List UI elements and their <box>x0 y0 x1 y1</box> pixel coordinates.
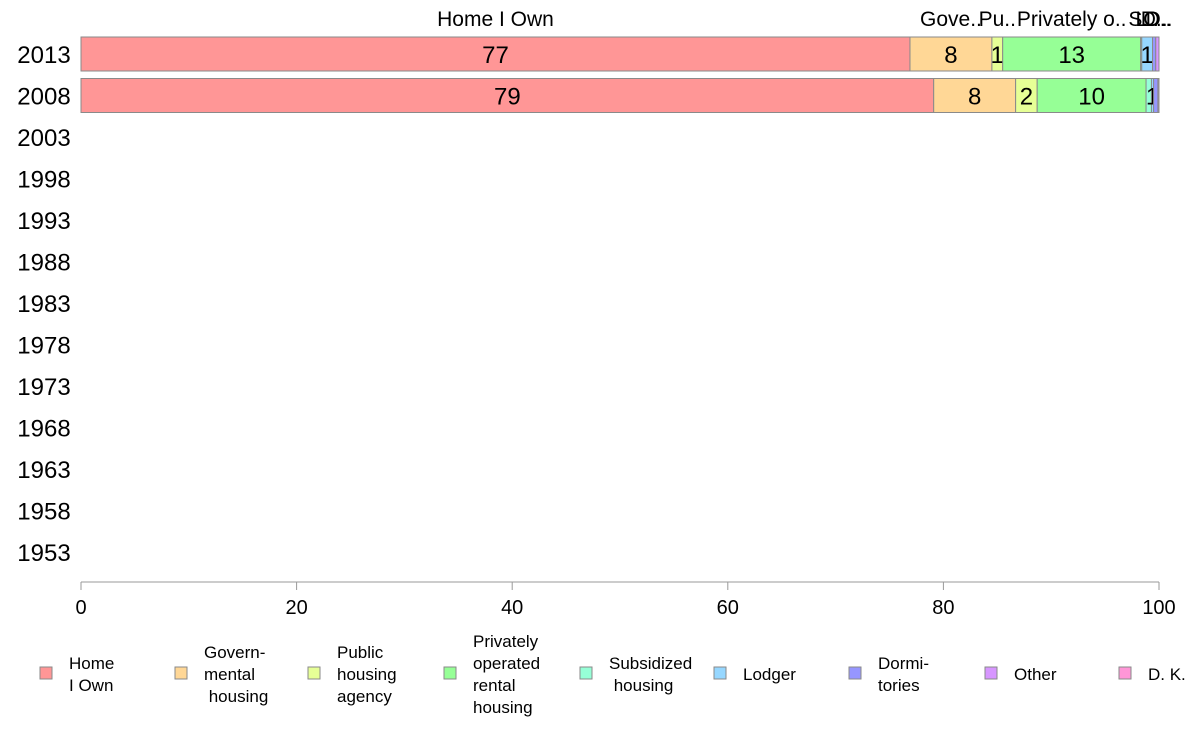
legend-swatch <box>174 666 188 680</box>
legend-label-line: D. K. <box>1148 665 1186 684</box>
x-tick-label: 100 <box>1142 597 1175 619</box>
legend-label-line: Dormi- <box>878 654 929 673</box>
bar-outline <box>80 78 1160 113</box>
year-label: 1993 <box>17 208 70 235</box>
x-tick-label: 40 <box>501 597 523 619</box>
legend-label-line: housing <box>609 676 673 695</box>
legend-swatch <box>984 666 998 680</box>
x-tick-label: 0 <box>75 597 86 619</box>
legend-swatch <box>579 666 593 680</box>
legend-label: Dormi-tories <box>878 654 929 695</box>
data-label: 77 <box>482 42 509 69</box>
legend-label-line: Lodger <box>743 665 796 684</box>
data-label: 79 <box>494 84 521 111</box>
segment-name-label: Privately o.. <box>1017 8 1127 31</box>
data-label: 10 <box>1078 84 1105 111</box>
legend-swatch <box>1118 666 1132 680</box>
legend-label: Other <box>1014 665 1057 684</box>
legend-swatch <box>39 666 53 680</box>
segment-name-label: D.. <box>1146 8 1173 31</box>
legend-label-line: Public <box>337 643 384 662</box>
segment-name-label: Gove.. <box>920 8 982 31</box>
segment-top-labels: Home I Own Gove..Pu.. Privately o.. S..L..D… <box>437 8 1172 31</box>
segment-name-label: D.. <box>1141 8 1168 31</box>
legend-label: Public housing agency <box>337 643 397 706</box>
legend-label: Privately operated rental housing <box>473 632 540 717</box>
legend-swatch <box>307 666 321 680</box>
legend-label: Subsidized housing <box>609 654 692 695</box>
year-label: 1983 <box>17 291 70 318</box>
legend-label-line: housing <box>337 665 397 684</box>
legend-label-line: agency <box>337 687 392 706</box>
year-axis-labels: 2013 2008 2003 1998 1993 1988 1983 1978 1973 1968… <box>17 42 70 567</box>
year-label: 1973 <box>17 374 70 401</box>
year-label: 2003 <box>17 125 70 152</box>
legend: Home I Own Govern-mental housing Public hous… <box>39 632 1186 717</box>
bars: 77 8 1 13 179 8 2 10 1 <box>80 36 1160 113</box>
year-label: 1953 <box>17 540 70 567</box>
legend-label: Home I Own <box>69 654 114 695</box>
legend-label-line: Govern- <box>204 643 265 662</box>
legend-swatch <box>848 666 862 680</box>
segment-name-label: L.. <box>1135 8 1158 31</box>
legend-swatch <box>713 666 727 680</box>
x-tick-label: 60 <box>717 597 739 619</box>
year-label: 1998 <box>17 167 70 194</box>
legend-swatch <box>443 666 457 680</box>
segment-name-label: S.. <box>1128 8 1154 31</box>
year-label: 1968 <box>17 416 70 443</box>
segment-name-label: O.. <box>1143 8 1171 31</box>
legend-label-line: Privately <box>473 632 539 651</box>
data-label: 2 <box>1020 84 1033 111</box>
legend-label-line: tories <box>878 676 920 695</box>
legend-label-line: housing <box>473 698 533 717</box>
data-label: 1 <box>1140 42 1153 69</box>
year-label: 1958 <box>17 499 70 526</box>
legend-label-line: housing <box>204 687 268 706</box>
year-label: 2008 <box>17 84 70 111</box>
bar-outline <box>80 36 1160 72</box>
legend-label: D. K. <box>1148 665 1186 684</box>
x-tick-label: 20 <box>285 597 307 619</box>
data-label: 1 <box>991 42 1004 69</box>
bar-segment <box>909 36 993 72</box>
year-label: 1978 <box>17 333 70 360</box>
legend-label-line: rental <box>473 676 516 695</box>
bar-segment <box>1153 78 1159 113</box>
x-tick-label: 80 <box>932 597 954 619</box>
data-label: 8 <box>944 42 957 69</box>
legend-label-line: mental <box>204 665 255 684</box>
legend-label: Govern-mental housing <box>204 643 268 706</box>
year-label: 1988 <box>17 250 70 277</box>
data-label: 8 <box>968 84 981 111</box>
legend-label-line: operated <box>473 654 540 673</box>
bar-segment <box>1002 36 1142 72</box>
legend-label-line: Home <box>69 654 114 673</box>
year-label: 1963 <box>17 457 70 484</box>
year-label: 2013 <box>17 42 70 69</box>
segment-name-label: Home I Own <box>437 8 554 31</box>
data-label: 13 <box>1058 42 1085 69</box>
segment-name-label: Pu.. <box>979 8 1016 31</box>
legend-label-line: Subsidized <box>609 654 692 673</box>
legend-label: Lodger <box>743 665 796 684</box>
x-axis: 0 20 40 60 80 100 <box>75 581 1176 619</box>
legend-label-line: I Own <box>69 676 113 695</box>
legend-label-line: Other <box>1014 665 1057 684</box>
